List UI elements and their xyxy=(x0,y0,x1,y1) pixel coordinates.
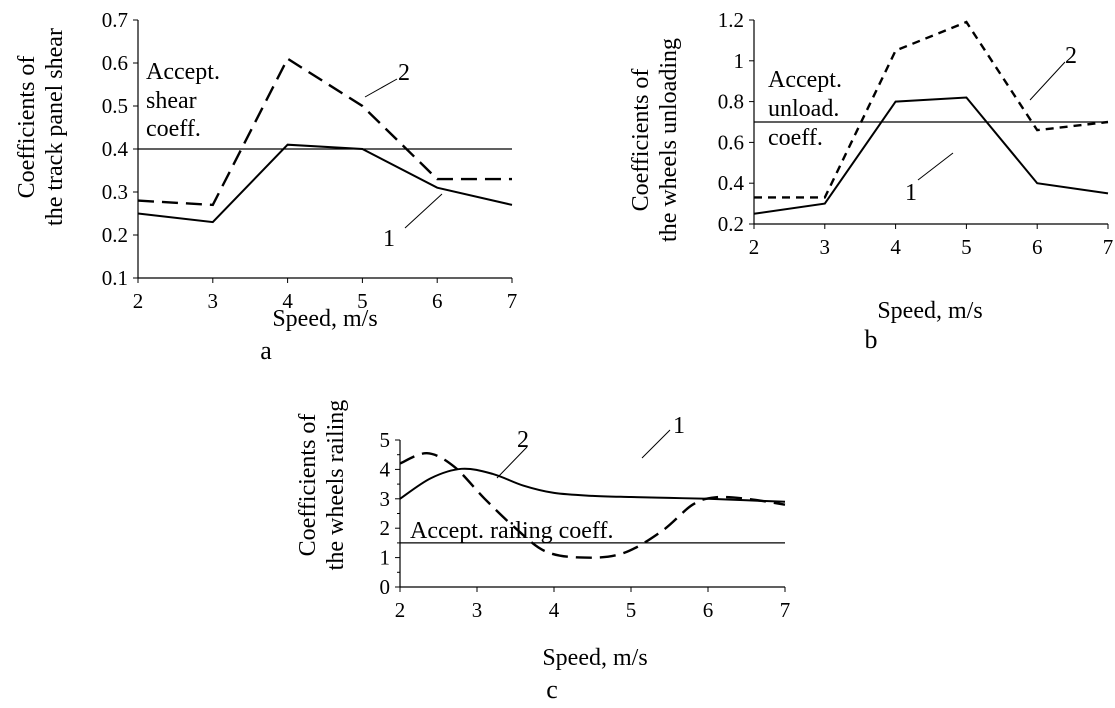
panel-c-threshold-label: Accept. railing coeff. xyxy=(410,518,613,544)
x-tick-label: 5 xyxy=(357,289,368,313)
panel-a-ylabel-line1: Coefficients of xyxy=(14,56,40,199)
panel-a-threshold-label-line2: shear xyxy=(146,88,197,114)
panel-c-axes xyxy=(395,439,786,592)
panel-b-callout-1 xyxy=(917,152,954,181)
y-tick-label: 1 xyxy=(734,49,745,73)
panel-c-series xyxy=(399,452,786,559)
panel-a-ylabel-line2: the track panel shear xyxy=(42,28,68,226)
panel-c-callout-1 xyxy=(641,429,671,459)
panel-b-threshold-label-line2: unload. xyxy=(768,96,839,122)
panel-b-tick-labels: 0.2 0.4 0.6 0.8 1 1.2 2 3 4 5 6 7 xyxy=(718,8,1114,259)
panel-b-ylabel-line2: the wheels unloading xyxy=(656,38,682,242)
panel-a-label-2: 2 xyxy=(398,60,410,86)
x-tick-label: 5 xyxy=(626,598,637,622)
y-tick-label: 1.2 xyxy=(718,8,744,32)
y-tick-label: 0.8 xyxy=(718,90,744,114)
x-tick-label: 7 xyxy=(507,289,518,313)
x-tick-label: 4 xyxy=(282,289,293,313)
y-tick-label: 0 xyxy=(380,575,391,599)
panel-b-ylabel-line1: Coefficients of xyxy=(628,69,654,212)
x-tick-label: 7 xyxy=(1103,235,1114,259)
x-tick-label: 3 xyxy=(208,289,219,313)
y-tick-label: 0.6 xyxy=(102,51,128,75)
x-tick-label: 7 xyxy=(780,598,791,622)
panel-a-series xyxy=(137,56,513,224)
panel-a-letter: a xyxy=(260,336,272,365)
series-line-2 xyxy=(137,56,512,207)
x-tick-label: 6 xyxy=(432,289,443,313)
x-tick-label: 2 xyxy=(133,289,144,313)
panel-a-threshold-label-line1: Accept. xyxy=(146,59,220,85)
panel-c-callout-2 xyxy=(496,446,528,479)
panel-c-ylabel-line1: Coefficients of xyxy=(295,414,321,557)
panel-a-callout-2 xyxy=(364,78,398,98)
x-tick-label: 4 xyxy=(890,235,901,259)
y-tick-label: 0.1 xyxy=(102,266,128,290)
y-tick-label: 0.4 xyxy=(102,137,129,161)
panel-b-letter: b xyxy=(865,325,878,354)
panel-b: Coefficients of the wheels unloading 0.2… xyxy=(628,8,1113,354)
series-line-1 xyxy=(137,143,513,224)
y-tick-label: 0.5 xyxy=(102,94,128,118)
y-tick-label: 3 xyxy=(380,487,391,511)
panel-b-threshold-label-line3: coeff. xyxy=(768,125,823,151)
panel-b-threshold-label-line1: Accept. xyxy=(768,67,842,93)
x-tick-label: 2 xyxy=(395,598,406,622)
y-tick-label: 0.3 xyxy=(102,180,128,204)
x-tick-label: 2 xyxy=(749,235,760,259)
x-tick-label: 4 xyxy=(549,598,560,622)
panel-b-callout-2 xyxy=(1029,61,1066,101)
panel-c-ylabel-line2: the wheels railing xyxy=(323,400,349,571)
y-tick-label: 4 xyxy=(380,457,391,481)
panel-c-label-1: 1 xyxy=(673,413,685,439)
panel-a-ylabel: Coefficients of the track panel shear xyxy=(14,28,68,226)
panel-b-label-2: 2 xyxy=(1065,43,1077,69)
panel-c-tick-labels: 0 1 2 3 4 5 2 3 4 5 6 7 xyxy=(380,428,791,622)
panel-c-letter: c xyxy=(546,675,558,704)
panel-c-label-2: 2 xyxy=(517,427,529,453)
x-tick-label: 3 xyxy=(820,235,831,259)
y-tick-label: 0.2 xyxy=(102,223,128,247)
panel-b-xlabel: Speed, m/s xyxy=(877,298,982,324)
panel-a: Coefficients of the track panel shear 0.… xyxy=(14,8,517,365)
panel-a-threshold-label-line3: coeff. xyxy=(146,116,201,142)
panel-a-xlabel: Speed, m/s xyxy=(272,306,377,332)
x-tick-label: 6 xyxy=(703,598,714,622)
x-tick-label: 5 xyxy=(961,235,972,259)
y-tick-label: 5 xyxy=(380,428,391,452)
panel-a-callout-1 xyxy=(404,193,443,229)
panel-a-tick-labels: 0.1 0.2 0.3 0.4 0.5 0.6 0.7 2 3 4 5 6 7 xyxy=(102,8,518,313)
y-tick-label: 1 xyxy=(380,546,391,570)
y-tick-label: 0.2 xyxy=(718,212,744,236)
panel-c-xlabel: Speed, m/s xyxy=(542,645,647,671)
series-line-2 xyxy=(754,20,1109,199)
y-tick-label: 0.6 xyxy=(718,130,744,154)
series-line-2 xyxy=(399,452,786,559)
panel-b-series xyxy=(753,20,1109,215)
x-tick-label: 3 xyxy=(472,598,483,622)
series-line-1 xyxy=(753,96,1109,215)
panel-b-label-1: 1 xyxy=(905,180,917,206)
panel-a-label-1: 1 xyxy=(383,226,395,252)
y-tick-label: 2 xyxy=(380,516,391,540)
y-tick-label: 0.4 xyxy=(718,171,745,195)
x-tick-label: 6 xyxy=(1032,235,1043,259)
panel-c: Coefficients of the wheels railing 0 1 2 3 4… xyxy=(295,400,790,704)
y-tick-label: 0.7 xyxy=(102,8,128,32)
